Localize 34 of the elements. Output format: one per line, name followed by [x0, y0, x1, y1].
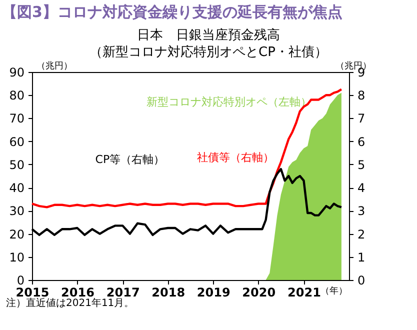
y-tick-label: 30 [9, 204, 24, 218]
x-axis-title: （年） [320, 286, 348, 296]
x-tick-label: 2020 [242, 286, 276, 300]
x-tick-label: 2019 [196, 286, 230, 300]
y-tick-label: 90 [9, 66, 24, 80]
y2-tick-label: 8 [358, 88, 366, 103]
text: CP等（右軸） [95, 152, 165, 166]
line-series [30, 168, 343, 236]
y-tick-label: 60 [9, 134, 24, 149]
y-tick-label: 80 [9, 88, 24, 103]
text: 注）直近値は2021年11月。 [6, 298, 134, 309]
y-tick-label: 20 [9, 227, 24, 242]
y2-tick-label: 5 [358, 158, 366, 172]
y2-tick-label: 0 [358, 274, 366, 288]
x-tick-label: 2018 [152, 286, 186, 300]
y2-tick-label: 2 [358, 227, 366, 242]
y-axis-title: （兆円） [36, 60, 72, 72]
x-tick-label: 2016 [61, 286, 94, 300]
y-tick-label: 70 [9, 112, 24, 126]
y-tick-label: 40 [9, 181, 24, 196]
y-tick-label: 50 [9, 158, 24, 172]
y-tick-label: 0 [16, 274, 24, 288]
y2-tick-label: 7 [358, 112, 366, 126]
chart-subtitle: 日本 日銀当座預金残高（新型コロナ対応特別オペとCP・社債） [88, 27, 328, 61]
x-tick-label: 2021 [288, 286, 321, 300]
x-tick-label: 2017 [106, 286, 140, 300]
series-label: 社債等（右軸） [197, 151, 274, 164]
y2-tick-label: 3 [358, 204, 366, 218]
chart-title: 【図3】コロナ対応資金繰り支援の延長有無が焦点 [1, 2, 344, 23]
y2-tick-label: 6 [358, 134, 366, 149]
y2-tick-label: 4 [358, 181, 366, 196]
y2-tick-label: 1 [358, 250, 366, 264]
y-tick-label: 10 [9, 250, 24, 264]
line-series [30, 88, 343, 208]
